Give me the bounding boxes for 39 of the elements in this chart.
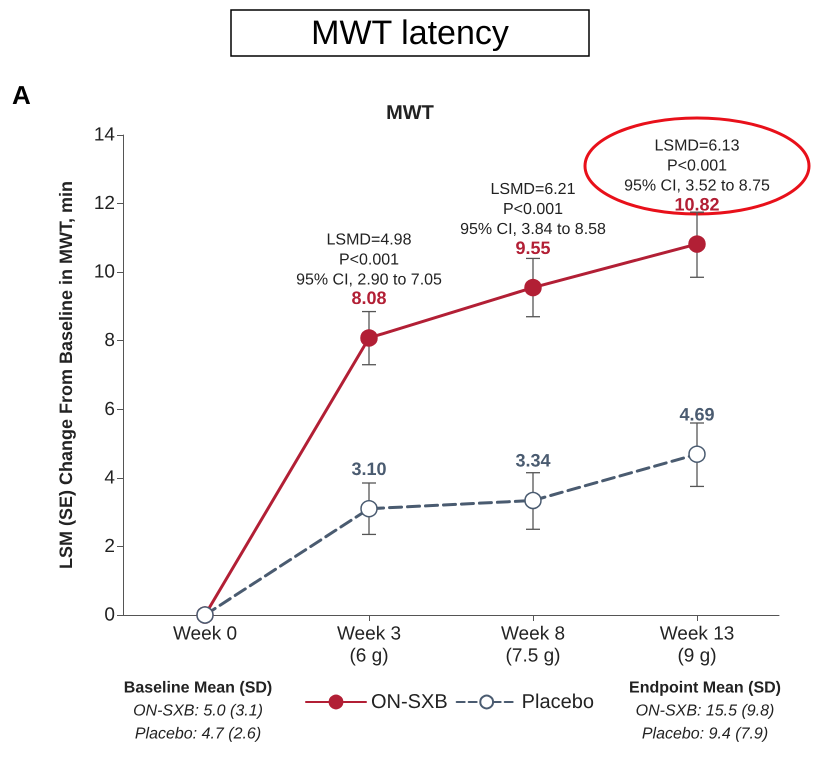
data-label: 4.69 bbox=[679, 404, 715, 424]
y-tick-label: 14 bbox=[94, 124, 116, 146]
x-tick-label: Week 8 (7.5 g) bbox=[500, 624, 566, 666]
y-axis-title: LSM (SE) Change From Baseline in MWT, min bbox=[56, 180, 76, 570]
y-tick-label: 0 bbox=[104, 604, 115, 626]
point bbox=[524, 492, 542, 510]
text: ON-SXB: 15.5 (9.8) bbox=[636, 702, 774, 720]
data-label: 3.10 bbox=[351, 458, 387, 479]
y-tick-label: 2 bbox=[104, 536, 115, 557]
point bbox=[360, 500, 378, 518]
legend-label: Placebo bbox=[522, 691, 594, 713]
annotation: LSMD=6.13 P<0.001 95% CI, 3.52 to 8.75 bbox=[624, 138, 770, 195]
text: Baseline Mean (SD) bbox=[124, 680, 272, 696]
text: ON-SXB: 5.0 (3.1) bbox=[133, 702, 263, 720]
data-label: 10.82 bbox=[674, 194, 720, 214]
y-tick-label: 10 bbox=[94, 262, 115, 283]
legend-label: ON-SXB bbox=[371, 691, 448, 713]
x-tick-label: Week 0 bbox=[172, 624, 238, 644]
point bbox=[360, 329, 378, 347]
point bbox=[688, 235, 706, 253]
data-label: 8.08 bbox=[351, 288, 387, 308]
y-tick-label: 6 bbox=[104, 398, 115, 420]
point bbox=[524, 278, 542, 296]
text: Placebo: 9.4 (7.9) bbox=[642, 726, 768, 742]
point bbox=[688, 445, 706, 463]
y-tick-label: 4 bbox=[104, 467, 116, 488]
x-tick-label: Week 13 (9 g) bbox=[660, 624, 734, 666]
x-tick-label: Week 3 (6 g) bbox=[336, 624, 402, 666]
text: Endpoint Mean (SD) bbox=[629, 680, 781, 696]
text: Placebo: 4.7 (2.6) bbox=[134, 726, 262, 742]
data-label: 3.34 bbox=[515, 450, 551, 471]
annotation: LSMD=4.98 P<0.001 95% CI, 2.90 to 7.05 bbox=[296, 231, 442, 288]
chart-title: MWT latency bbox=[311, 14, 509, 52]
y-tick-label: 8 bbox=[104, 330, 115, 352]
data-label: 9.55 bbox=[515, 238, 551, 258]
y-tick-label: 12 bbox=[94, 193, 115, 214]
chart-subtitle: MWT bbox=[386, 102, 434, 124]
annotation: LSMD=6.21 P<0.001 95% CI, 3.84 to 8.58 bbox=[460, 181, 606, 238]
text: A bbox=[12, 80, 31, 110]
